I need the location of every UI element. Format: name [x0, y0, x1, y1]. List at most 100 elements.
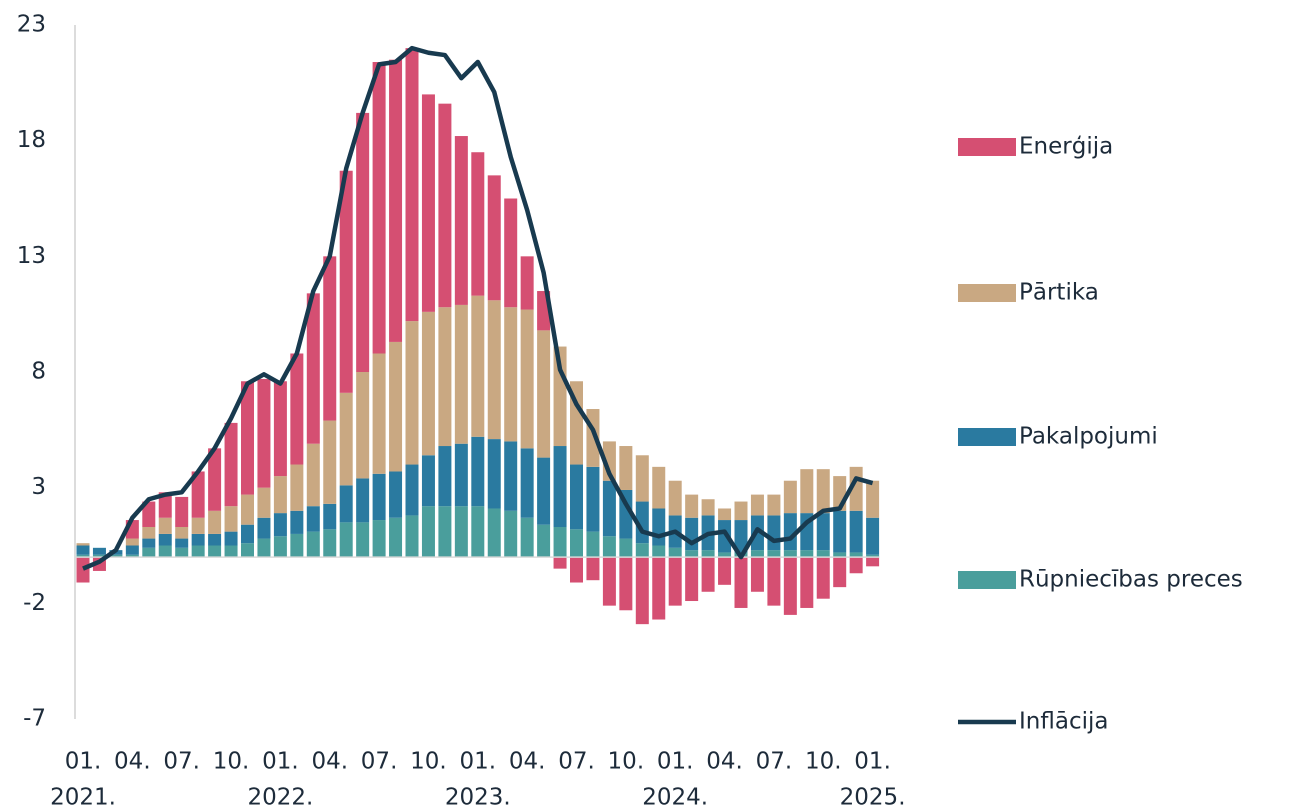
bar-segment — [421, 455, 435, 507]
bar-segment — [553, 526, 567, 558]
bar-segment — [76, 543, 90, 546]
bar-segment — [241, 494, 254, 525]
bar-segment — [356, 478, 370, 523]
x-year-label: 2022. — [247, 785, 313, 809]
bar-segment — [800, 550, 814, 558]
bar-segment — [421, 311, 435, 456]
bar-segment — [273, 476, 287, 514]
bar-segment — [158, 492, 172, 518]
bar-segment — [602, 536, 616, 558]
x-year-label: 2021. — [50, 785, 116, 809]
bar-segment — [224, 506, 238, 532]
y-tick-label: -7 — [23, 706, 46, 732]
bar-segment — [208, 448, 222, 511]
bar-segment — [257, 378, 271, 488]
bar-segment — [257, 538, 271, 558]
bar-segment — [553, 557, 567, 569]
bar-segment — [241, 381, 254, 495]
bar-segment — [537, 524, 551, 558]
x-tick-label: 01. — [657, 749, 694, 775]
y-tick-label: 18 — [17, 127, 46, 153]
bar-segment — [635, 557, 649, 625]
bar-segment — [553, 446, 567, 527]
bar-segment — [619, 538, 633, 558]
bar-segment — [866, 517, 880, 555]
bar-segment — [849, 510, 863, 553]
bar-segment — [273, 381, 287, 477]
x-tick-label: 04. — [509, 749, 546, 775]
y-tick-label: 3 — [31, 474, 46, 500]
bar-segment — [487, 300, 501, 440]
bar-segment — [635, 543, 649, 558]
bar-segment — [421, 94, 435, 312]
bar-segment — [652, 508, 666, 546]
bar-segment — [405, 464, 419, 516]
x-tick-label: 10. — [410, 749, 447, 775]
x-tick-label: 04. — [311, 749, 348, 775]
x-tick-label: 04. — [706, 749, 743, 775]
bar-segment — [356, 522, 370, 558]
bar-segment — [833, 552, 847, 558]
x-tick-label: 01. — [460, 749, 497, 775]
bar-segment — [471, 152, 485, 296]
bar-segment — [191, 545, 205, 558]
bar-segment — [602, 557, 616, 606]
bar-segment — [652, 466, 666, 509]
legend-label: Enerģija — [1019, 134, 1113, 160]
bar-segment — [158, 533, 172, 546]
bar-segment — [356, 372, 370, 479]
bar-segment — [471, 295, 485, 437]
bar-segment — [783, 557, 797, 615]
bar-segment — [306, 531, 320, 558]
legend-label: Rūpniecības preces — [1019, 567, 1243, 593]
y-tick-label: 8 — [31, 359, 46, 385]
bar-segment — [421, 506, 435, 558]
x-tick-label: 04. — [114, 749, 151, 775]
bar-segment — [92, 547, 106, 555]
bar-segment — [767, 494, 781, 516]
x-tick-label: 07. — [163, 749, 200, 775]
bar-segment — [668, 557, 682, 606]
bar-segment — [750, 494, 764, 516]
legend-swatch — [958, 571, 1016, 589]
bar-segment — [92, 554, 106, 558]
x-tick-label: 01. — [262, 749, 299, 775]
y-tick-label: 23 — [17, 12, 46, 38]
x-tick-label: 10. — [805, 749, 842, 775]
bar-segment — [257, 487, 271, 518]
bar-segment — [520, 256, 534, 310]
bar-segment — [273, 536, 287, 558]
bar-segment — [537, 457, 551, 525]
bar-segment — [175, 496, 189, 527]
bar-segment — [76, 545, 90, 555]
bar-segment — [471, 436, 485, 507]
bar-segment — [570, 529, 583, 558]
bar-segment — [306, 506, 320, 532]
x-tick-label: 10. — [213, 749, 250, 775]
bar-segment — [816, 550, 830, 558]
bar-segment — [125, 545, 139, 555]
legend-swatch — [958, 138, 1016, 156]
inflation-line — [82, 45, 874, 571]
bar-segment — [372, 473, 386, 521]
bar-segment — [208, 545, 222, 558]
bar-segment — [372, 353, 386, 474]
bar-segment — [454, 443, 468, 507]
x-tick-label: 07. — [756, 749, 793, 775]
bar-segment — [142, 547, 156, 558]
bar-segment — [520, 309, 534, 449]
bar-segment — [849, 557, 863, 574]
bar-segment — [619, 557, 633, 611]
bar-segment — [504, 510, 518, 558]
bar-segment — [701, 550, 715, 558]
bar-segment — [454, 506, 468, 558]
legend-label: Pārtika — [1019, 280, 1099, 306]
bar-segment — [685, 550, 699, 558]
bar-segment — [800, 469, 814, 514]
bar-segment — [339, 485, 353, 523]
bar-segment — [405, 515, 419, 558]
bar-segment — [405, 321, 419, 465]
bar-segment — [339, 522, 353, 558]
x-tick-label: 01. — [854, 749, 891, 775]
